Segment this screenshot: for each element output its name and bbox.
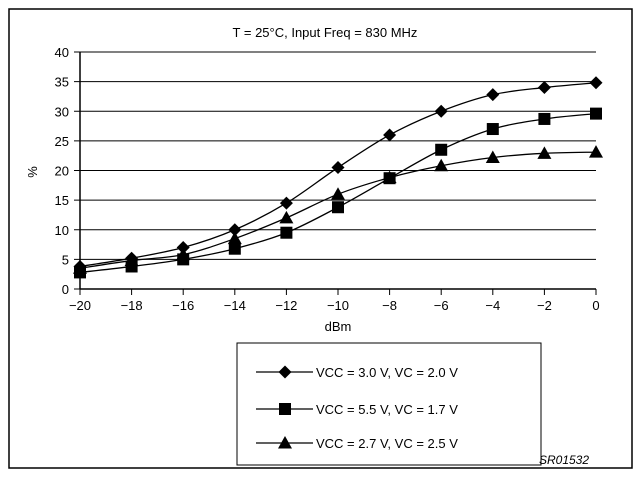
chart-title: T = 25°C, Input Freq = 830 MHz bbox=[233, 25, 418, 40]
data-point-triangle bbox=[434, 158, 449, 172]
figure-code: SR01532 bbox=[539, 453, 589, 467]
data-point-diamond bbox=[486, 88, 500, 102]
legend-marker-triangle bbox=[278, 436, 292, 449]
legend-item: VCC = 2.7 V, VC = 2.5 V bbox=[256, 436, 458, 451]
data-point-triangle bbox=[73, 261, 87, 274]
y-tick-label: 40 bbox=[55, 45, 69, 60]
y-axis-label: % bbox=[25, 166, 40, 178]
data-point-diamond bbox=[176, 241, 190, 255]
legend-label: VCC = 3.0 V, VC = 2.0 V bbox=[316, 365, 458, 380]
x-tick-label: −14 bbox=[224, 298, 246, 313]
x-tick-label: 0 bbox=[592, 298, 599, 313]
data-point-diamond bbox=[228, 223, 242, 237]
legend-label: VCC = 5.5 V, VC = 1.7 V bbox=[316, 402, 458, 417]
data-point-square bbox=[538, 112, 551, 125]
x-tick-label: −4 bbox=[485, 298, 500, 313]
y-tick-label: 10 bbox=[55, 223, 69, 238]
x-tick-label: −12 bbox=[275, 298, 297, 313]
data-point-square bbox=[228, 242, 241, 255]
legend-marker-diamond bbox=[278, 365, 292, 379]
legend-item: VCC = 3.0 V, VC = 2.0 V bbox=[256, 365, 458, 380]
data-point-triangle bbox=[382, 170, 397, 184]
data-point-triangle bbox=[537, 146, 552, 159]
data-point-triangle bbox=[124, 253, 139, 267]
y-tick-label: 25 bbox=[55, 134, 69, 149]
data-point-diamond bbox=[537, 81, 551, 95]
data-point-triangle bbox=[279, 210, 294, 224]
series-diamond bbox=[73, 76, 603, 273]
data-point-square bbox=[590, 107, 602, 120]
y-tick-label: 15 bbox=[55, 193, 69, 208]
y-tick-label: 20 bbox=[55, 164, 69, 179]
data-point-triangle bbox=[227, 231, 242, 245]
x-tick-label: −18 bbox=[121, 298, 143, 313]
data-point-diamond bbox=[434, 104, 448, 118]
y-tick-label: 0 bbox=[62, 282, 69, 297]
x-tick-label: −10 bbox=[327, 298, 349, 313]
x-tick-label: −20 bbox=[69, 298, 91, 313]
data-point-square bbox=[280, 226, 293, 239]
data-point-triangle bbox=[176, 247, 191, 261]
y-tick-label: 35 bbox=[55, 75, 69, 90]
x-tick-label: −6 bbox=[434, 298, 449, 313]
legend-label: VCC = 2.7 V, VC = 2.5 V bbox=[316, 436, 458, 451]
x-tick-label: −2 bbox=[537, 298, 552, 313]
x-axis-label: dBm bbox=[325, 319, 352, 334]
legend-marker-square bbox=[279, 403, 291, 415]
data-point-diamond bbox=[383, 128, 397, 142]
data-point-triangle bbox=[331, 187, 345, 200]
data-point-square bbox=[435, 143, 448, 156]
data-point-triangle bbox=[589, 145, 603, 158]
y-tick-label: 5 bbox=[62, 252, 69, 267]
data-point-diamond bbox=[279, 196, 293, 210]
x-tick-label: −16 bbox=[172, 298, 194, 313]
data-point-diamond bbox=[589, 76, 603, 90]
data-point-diamond bbox=[331, 161, 345, 175]
data-point-square bbox=[332, 201, 344, 214]
y-tick-label: 30 bbox=[55, 104, 69, 119]
x-tick-label: −8 bbox=[382, 298, 397, 313]
data-point-triangle bbox=[485, 150, 500, 163]
data-point-square bbox=[486, 123, 499, 136]
series-square bbox=[74, 107, 602, 279]
legend-item: VCC = 5.5 V, VC = 1.7 V bbox=[256, 402, 458, 417]
series-triangle bbox=[73, 145, 603, 274]
